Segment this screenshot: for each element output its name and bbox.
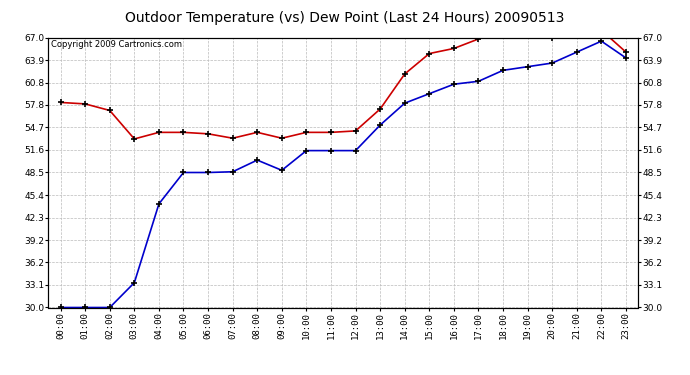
Text: Outdoor Temperature (vs) Dew Point (Last 24 Hours) 20090513: Outdoor Temperature (vs) Dew Point (Last… (126, 11, 564, 25)
Text: Copyright 2009 Cartronics.com: Copyright 2009 Cartronics.com (51, 40, 182, 49)
